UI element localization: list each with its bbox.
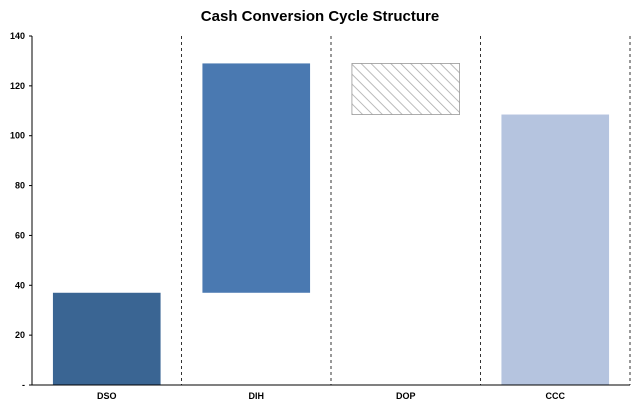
bar-dop (351, 63, 460, 115)
y-tick-label: 80 (15, 181, 25, 191)
bar-dso (52, 292, 161, 385)
y-tick-label: 60 (15, 230, 25, 240)
bar-dih (202, 63, 311, 293)
bar-ccc (501, 114, 610, 386)
chart-title: Cash Conversion Cycle Structure (200, 8, 440, 25)
axis-layer: - 20 40 60 80 100 120 140 DSO DIH DOP CCC (10, 31, 630, 401)
y-tick-label: 20 (15, 330, 25, 340)
x-category-label: DIH (249, 391, 265, 401)
y-tick-label: - (22, 380, 25, 390)
y-tick-label: 40 (15, 280, 25, 290)
x-category-label: DOP (396, 391, 416, 401)
bars-layer (52, 63, 610, 386)
x-category-label: DSO (97, 391, 117, 401)
x-category-label: CCC (546, 391, 566, 401)
separator-layer (181, 36, 631, 385)
y-tick-label: 140 (10, 31, 25, 41)
y-tick-label: 100 (10, 131, 25, 141)
y-tick-label: 120 (10, 81, 25, 91)
